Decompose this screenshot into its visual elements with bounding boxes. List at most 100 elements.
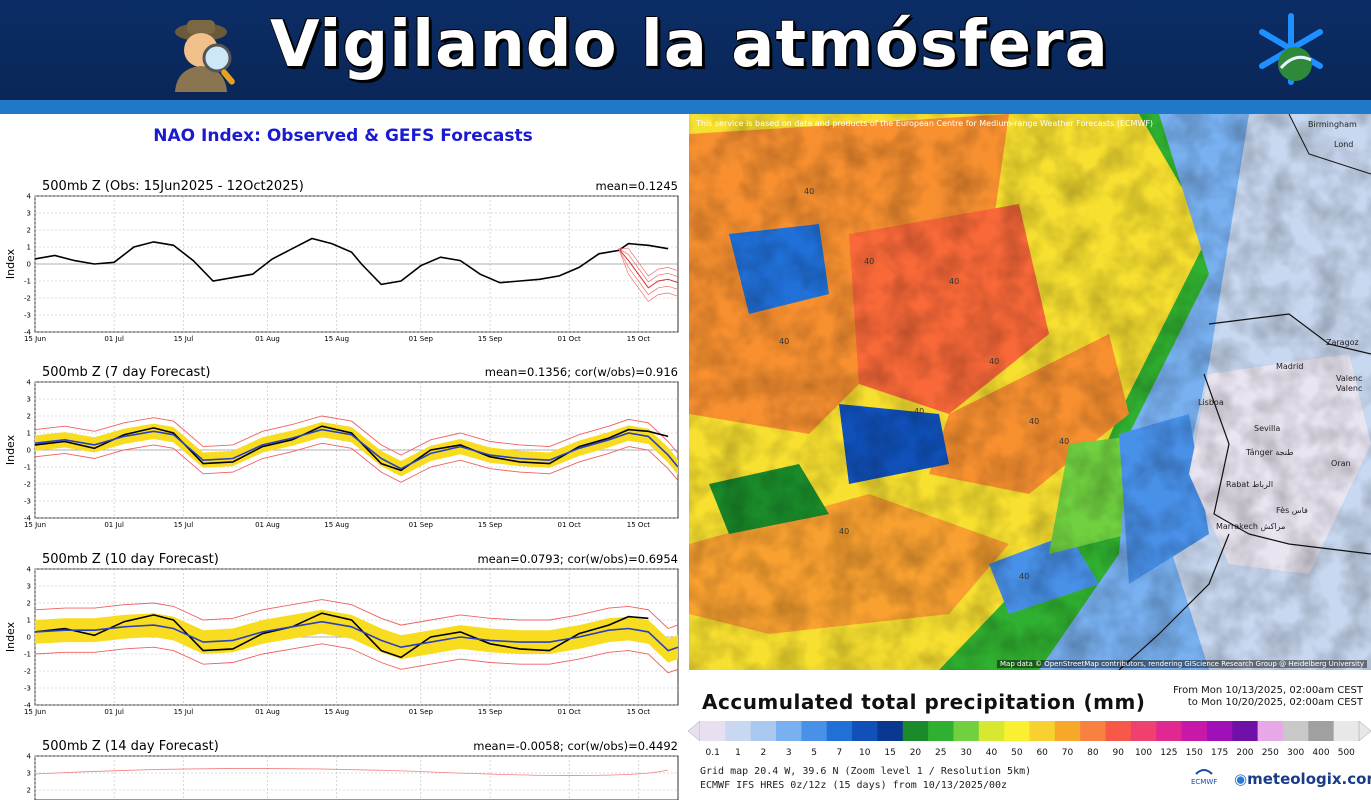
x-tick-label: 15 Jun xyxy=(24,708,46,716)
observed-line xyxy=(34,425,669,472)
y-tick-label: 0 xyxy=(27,261,31,269)
scale-label: 250 xyxy=(1262,748,1279,758)
panel-title: 500mb Z (10 day Forecast) xyxy=(42,552,219,567)
scale-label: 1 xyxy=(735,748,741,758)
brand-label: meteologix.com xyxy=(1247,770,1371,788)
scale-swatch xyxy=(801,721,828,741)
x-tick-label: 01 Jul xyxy=(104,708,124,716)
y-tick-label: 4 xyxy=(27,193,32,201)
scale-label: 50 xyxy=(1011,748,1023,758)
y-tick-label: 3 xyxy=(27,396,31,404)
y-tick-label: 3 xyxy=(27,583,31,591)
panel-stat: mean=0.0793; cor(w/obs)=0.6954 xyxy=(477,552,678,566)
scale-label: 0.1 xyxy=(706,748,720,758)
scale-arrow-right xyxy=(1358,720,1371,742)
panel-title: 500mb Z (7 day Forecast) xyxy=(42,365,211,380)
scale-label: 500 xyxy=(1338,748,1355,758)
city-label: Lond xyxy=(1334,140,1354,149)
ensemble-member-line xyxy=(618,248,679,277)
panel-stat: mean=0.1356; cor(w/obs)=0.916 xyxy=(485,365,678,379)
scale-swatch xyxy=(750,721,777,741)
observed-line xyxy=(34,612,649,659)
scale-swatch xyxy=(1282,721,1309,741)
y-tick-label: 4 xyxy=(27,566,32,574)
scale-swatch xyxy=(1333,721,1360,741)
x-tick-label: 15 Jun xyxy=(24,335,46,343)
map-credit: This service is based on data and produc… xyxy=(696,119,1154,128)
x-tick-label: 15 Aug xyxy=(324,521,349,529)
scale-swatch xyxy=(1257,721,1284,741)
city-label: Rabat الرباط xyxy=(1226,480,1274,489)
scale-swatch xyxy=(1232,721,1259,741)
x-tick-label: 15 Oct xyxy=(627,335,650,343)
scale-swatch xyxy=(725,721,752,741)
ensemble-member-line xyxy=(618,248,679,283)
x-tick-label: 01 Sep xyxy=(409,708,434,716)
contour-label: 40 xyxy=(839,527,849,536)
scale-swatch xyxy=(852,721,878,741)
scale-label: 125 xyxy=(1160,748,1177,758)
ensemble-envelope xyxy=(34,442,679,483)
ensemble-envelope xyxy=(34,415,679,456)
map-attribution: Map data © OpenStreetMap contributors, r… xyxy=(997,660,1367,668)
scale-label: 60 xyxy=(1036,748,1048,758)
scale-swatch xyxy=(1004,721,1030,741)
city-label: Lisboa xyxy=(1198,398,1224,407)
y-tick-label: -3 xyxy=(24,498,31,506)
scale-label: 70 xyxy=(1062,748,1074,758)
scale-swatch xyxy=(1156,721,1183,741)
x-tick-label: 01 Sep xyxy=(409,521,434,529)
scale-swatch xyxy=(1206,721,1233,741)
x-tick-label: 15 Sep xyxy=(478,521,503,529)
precip-map-panel: 40 40 40 40 40 40 40 40 40 40 This service is bas… xyxy=(686,114,1371,800)
x-tick-label: 15 Jul xyxy=(174,708,194,716)
scale-swatch xyxy=(978,721,1005,741)
scale-label: 5 xyxy=(811,748,817,758)
y-axis-label: Index xyxy=(4,621,17,652)
x-tick-label: 01 Jul xyxy=(104,521,124,529)
scale-label: 90 xyxy=(1112,748,1124,758)
color-scale xyxy=(688,720,1371,742)
city-label: Oran xyxy=(1331,459,1351,468)
panel-title: 500mb Z (Obs: 15Jun2025 - 12Oct2025) xyxy=(42,179,304,194)
scale-label: 30 xyxy=(960,748,972,758)
x-tick-label: 01 Aug xyxy=(255,521,280,529)
globe-icon: ◉ xyxy=(1234,770,1248,788)
y-tick-label: 3 xyxy=(27,770,31,778)
snowflake-logo-icon xyxy=(1259,13,1323,85)
banner-title: Vigilando la atmósfera xyxy=(270,8,1109,82)
city-label: Zaragoz xyxy=(1326,338,1359,347)
y-tick-label: -1 xyxy=(24,651,31,659)
scale-label: 2 xyxy=(760,748,766,758)
ecmwf-icon xyxy=(1195,769,1213,775)
x-tick-label: 01 Oct xyxy=(558,708,581,716)
y-axis-label: Index xyxy=(4,248,17,279)
scale-label: 175 xyxy=(1211,748,1228,758)
nao-chart-panel: NAO Index: Observed & GEFS Forecasts 500… xyxy=(0,114,686,800)
scale-swatch xyxy=(1308,721,1335,741)
contour-label: 40 xyxy=(1029,417,1039,426)
x-tick-label: 15 Aug xyxy=(324,708,349,716)
precip-title: Accumulated total precipitation (mm) xyxy=(702,690,1146,714)
y-tick-label: -2 xyxy=(24,481,31,489)
ensemble-line xyxy=(34,768,669,776)
scale-arrow-left xyxy=(688,720,701,742)
scale-swatch xyxy=(1054,721,1081,741)
y-tick-label: 2 xyxy=(27,600,31,608)
ensemble-forecast-line xyxy=(618,248,679,289)
ensemble-member-line xyxy=(618,248,679,296)
nao-charts: 500mb Z (Obs: 15Jun2025 - 12Oct2025) mean… xyxy=(4,179,679,800)
y-tick-label: -4 xyxy=(24,329,32,337)
x-tick-label: 01 Oct xyxy=(558,335,581,343)
scale-swatch xyxy=(826,721,853,741)
x-tick-label: 15 Jul xyxy=(174,521,194,529)
scale-label: 150 xyxy=(1186,748,1203,758)
contour-label: 40 xyxy=(1019,572,1029,581)
panel-stat: mean=-0.0058; cor(w/obs)=0.4492 xyxy=(473,739,678,753)
x-tick-label: 01 Jul xyxy=(104,335,124,343)
scale-label: 200 xyxy=(1236,748,1253,758)
scale-swatch xyxy=(1181,721,1208,741)
precip-from: From Mon 10/13/2025, 02:00am CEST xyxy=(1173,685,1363,696)
scale-label: 40 xyxy=(986,748,998,758)
scale-label: 7 xyxy=(837,748,843,758)
